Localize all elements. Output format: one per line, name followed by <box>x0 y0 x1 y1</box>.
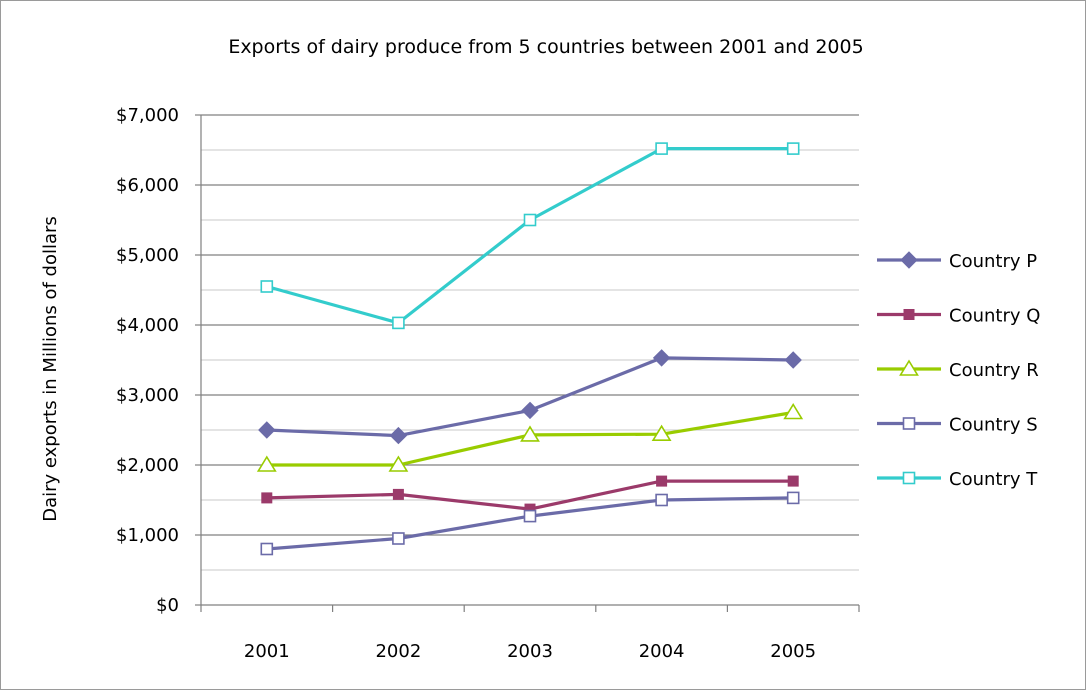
axes: $0 $1,000 $2,000 $3,000 $4,000 $5,000 $6,000 $7… <box>116 105 860 662</box>
y-tick-label: $1,000 <box>116 525 179 546</box>
data-point <box>258 421 276 439</box>
legend-marker <box>900 251 918 269</box>
y-axis-label: Dairy exports in Millions of dollars <box>40 216 61 522</box>
y-tick-label: $3,000 <box>116 385 179 406</box>
x-tick-label: 2005 <box>770 641 816 662</box>
data-point <box>651 424 672 442</box>
data-point <box>389 426 408 445</box>
data-point <box>523 213 537 227</box>
legend-label: Country R <box>949 360 1039 381</box>
data-point <box>784 351 802 369</box>
x-tick-label: 2003 <box>507 641 553 662</box>
data-point <box>783 402 804 420</box>
series-country-p <box>258 349 802 445</box>
data-point <box>392 316 405 330</box>
data-point <box>521 401 539 420</box>
legend-marker <box>902 471 916 485</box>
data-point <box>787 475 799 487</box>
data-point <box>260 542 274 556</box>
data-point <box>652 349 671 367</box>
legend-marker <box>903 309 915 320</box>
y-tick-label: $2,000 <box>116 455 179 476</box>
series-line <box>266 147 794 325</box>
series-country-s <box>260 491 800 556</box>
legend-item: Country P <box>877 251 1037 272</box>
data-point <box>523 509 537 523</box>
legend-label: Country Q <box>949 306 1040 327</box>
legend-marker <box>902 417 916 430</box>
legend-label: Country S <box>949 415 1038 436</box>
legend-label: Country P <box>949 251 1037 272</box>
data-point <box>260 280 274 293</box>
legend-item: Country S <box>877 415 1038 436</box>
legend-item: Country T <box>877 469 1038 490</box>
series-country-r <box>256 402 804 472</box>
data-point <box>520 425 540 442</box>
series-layer <box>256 142 804 556</box>
gridlines <box>201 114 859 571</box>
data-point <box>261 492 273 504</box>
data-point <box>392 532 405 545</box>
data-point <box>655 142 668 155</box>
y-tick-label: $4,000 <box>116 315 179 336</box>
x-tick-label: 2002 <box>375 641 421 662</box>
y-tick-label: $0 <box>156 595 179 616</box>
data-point <box>656 475 668 487</box>
data-point <box>786 142 800 155</box>
y-tick-label: $7,000 <box>116 105 179 126</box>
y-tick-label: $6,000 <box>116 175 179 196</box>
data-point <box>655 493 668 507</box>
legend-item: Country R <box>877 359 1039 381</box>
chart-title: Exports of dairy produce from 5 countrie… <box>228 36 863 58</box>
data-point <box>256 455 277 472</box>
data-point <box>392 488 404 500</box>
legend-label: Country T <box>949 469 1038 490</box>
legend-item: Country Q <box>877 306 1040 327</box>
series-country-q <box>261 475 799 515</box>
x-tick-label: 2004 <box>639 641 685 662</box>
data-point <box>388 455 409 472</box>
legend-marker <box>899 359 919 376</box>
series-country-t <box>260 142 800 330</box>
y-tick-label: $5,000 <box>116 245 179 266</box>
data-point <box>786 491 800 505</box>
legend: Country P Country Q Country R Country S Coun… <box>877 251 1040 490</box>
x-tick-label: 2001 <box>244 641 290 662</box>
